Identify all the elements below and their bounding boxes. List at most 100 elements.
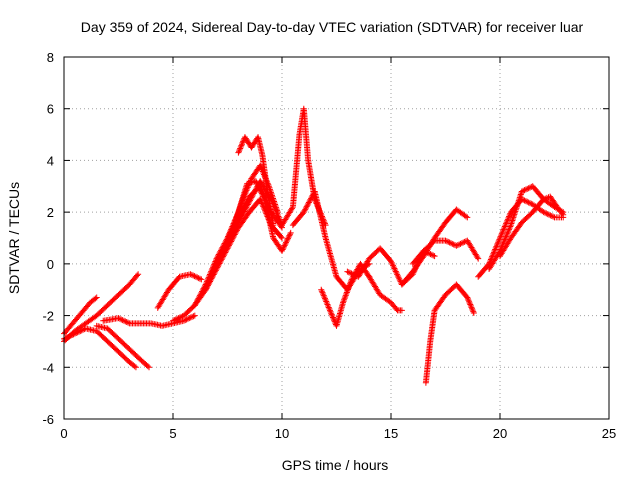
data-point <box>340 298 347 305</box>
data-point <box>500 226 507 233</box>
data-point <box>115 315 122 322</box>
data-point <box>502 235 509 241</box>
data-point <box>174 315 181 322</box>
data-point <box>348 270 355 277</box>
data-point <box>63 334 70 341</box>
data-point <box>249 191 256 198</box>
data-point <box>303 203 310 210</box>
data-point <box>245 200 252 207</box>
data-point <box>347 280 354 287</box>
data-point <box>190 272 197 279</box>
data-point <box>240 209 247 216</box>
data-point <box>305 199 312 206</box>
data-point <box>78 327 85 334</box>
data-point <box>274 209 281 216</box>
data-point <box>348 277 355 284</box>
data-point <box>222 242 229 249</box>
data-point <box>492 245 499 252</box>
series-arc-17 <box>366 273 405 314</box>
data-point <box>442 237 449 244</box>
data-point <box>330 315 337 322</box>
data-point <box>320 292 327 299</box>
data-point <box>453 242 460 249</box>
data-point <box>190 313 197 320</box>
data-point <box>467 302 474 309</box>
data-point <box>464 214 471 221</box>
data-point <box>465 297 472 304</box>
data-point <box>219 249 226 256</box>
data-point <box>308 195 315 202</box>
data-point <box>80 326 87 333</box>
data-point <box>328 311 335 318</box>
data-point <box>233 213 240 220</box>
data-point <box>469 305 476 312</box>
data-point <box>250 190 257 197</box>
data-point <box>427 251 434 258</box>
data-point <box>257 187 264 194</box>
data-point <box>300 209 307 216</box>
data-point <box>195 275 202 282</box>
data-point <box>393 269 400 276</box>
data-point <box>227 227 234 234</box>
y-tick-label: 0 <box>47 257 54 272</box>
data-point <box>506 212 513 219</box>
data-point <box>395 274 402 281</box>
data-point <box>501 224 508 231</box>
data-point <box>216 256 223 263</box>
data-point <box>393 306 400 313</box>
data-point <box>346 283 353 290</box>
data-point <box>198 289 205 296</box>
data-point <box>550 213 557 220</box>
data-points <box>61 105 567 386</box>
data-point <box>229 222 236 229</box>
data-point <box>176 314 183 321</box>
data-point <box>345 269 352 276</box>
data-point <box>260 193 267 200</box>
data-point <box>281 243 288 250</box>
x-tick-label: 10 <box>275 426 289 441</box>
data-point <box>218 250 225 257</box>
data-point <box>239 211 246 218</box>
data-point <box>392 266 399 273</box>
data-point <box>220 246 227 253</box>
data-point <box>221 243 228 250</box>
data-point <box>247 196 254 203</box>
data-point <box>326 305 333 312</box>
data-point <box>306 198 313 205</box>
data-point <box>302 205 309 212</box>
data-point <box>447 240 454 247</box>
data-point <box>209 271 216 278</box>
data-point <box>242 205 249 212</box>
data-point <box>468 304 475 311</box>
data-point <box>205 280 212 287</box>
y-tick-label: -4 <box>42 360 54 375</box>
data-point <box>195 295 202 302</box>
data-point <box>456 241 463 248</box>
data-point <box>238 142 245 149</box>
data-point <box>560 211 567 218</box>
data-point <box>254 180 261 187</box>
data-point <box>504 216 511 223</box>
data-point <box>390 264 397 271</box>
data-point <box>235 149 242 156</box>
data-point <box>518 188 525 195</box>
data-point <box>184 315 191 322</box>
data-point <box>504 217 511 224</box>
data-point <box>182 317 189 324</box>
data-point <box>492 246 499 253</box>
data-point <box>194 274 201 281</box>
data-point <box>499 229 506 236</box>
data-point <box>327 308 334 315</box>
data-point <box>503 233 510 240</box>
data-point <box>318 286 325 293</box>
x-tick-label: 5 <box>169 426 176 441</box>
data-point <box>260 194 267 201</box>
data-point <box>282 240 289 247</box>
data-point <box>119 317 126 324</box>
data-point <box>191 273 198 280</box>
data-point <box>132 364 139 371</box>
data-point <box>226 230 233 237</box>
data-point <box>325 302 332 309</box>
data-point <box>258 189 265 196</box>
data-point <box>256 185 263 192</box>
